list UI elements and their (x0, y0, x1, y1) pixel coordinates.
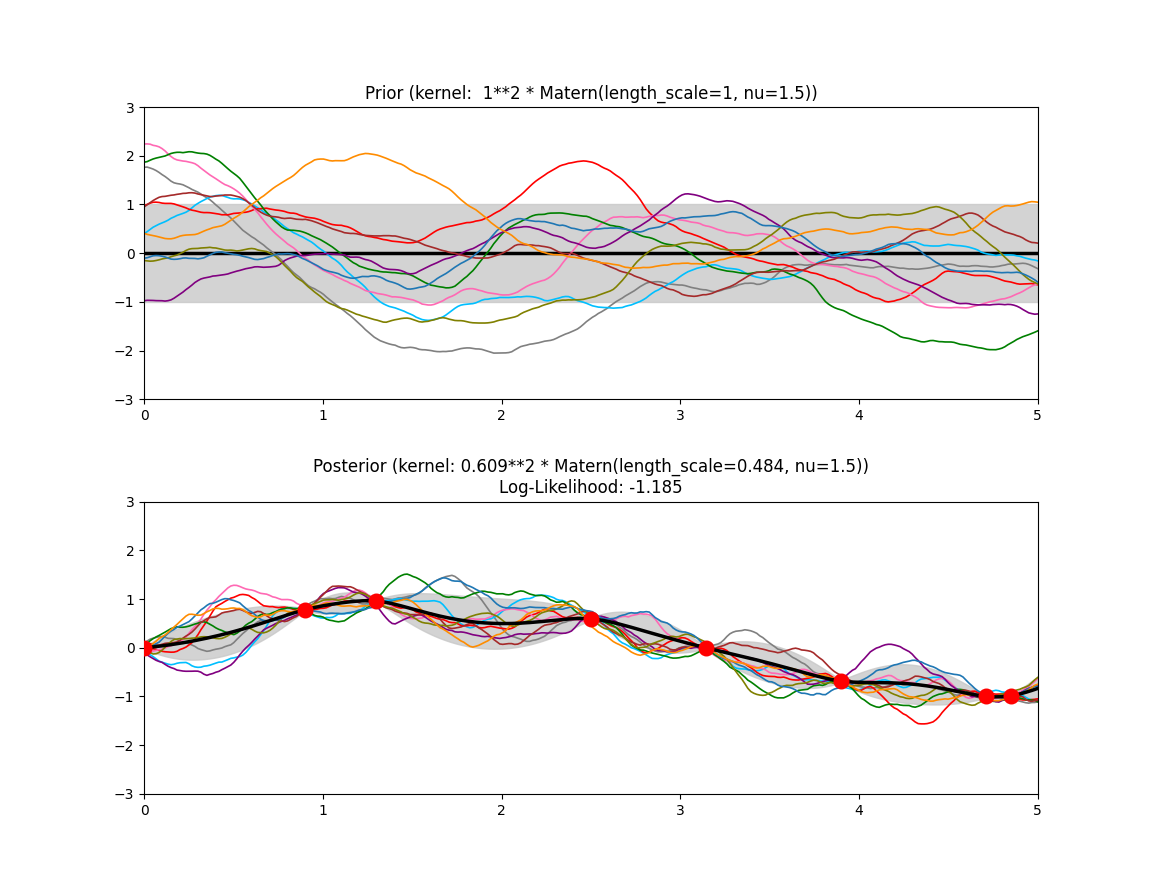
Point (582, 611, 601, 625)
Title: Posterior (kernel: 0.609**2 * Matern(length_scale=0.484, nu=1.5))
Log-Likelihood: Posterior (kernel: 0.609**2 * Matern(len… (312, 458, 869, 497)
Point (696, 640, 715, 655)
Title: Prior (kernel:  1**2 * Matern(length_scale=1, nu=1.5)): Prior (kernel: 1**2 * Matern(length_scal… (364, 85, 817, 103)
Point (296, 602, 315, 616)
Point (977, 690, 995, 704)
Point (367, 594, 385, 608)
Point (832, 674, 851, 689)
Point (135, 640, 153, 655)
Point (1002, 689, 1020, 703)
